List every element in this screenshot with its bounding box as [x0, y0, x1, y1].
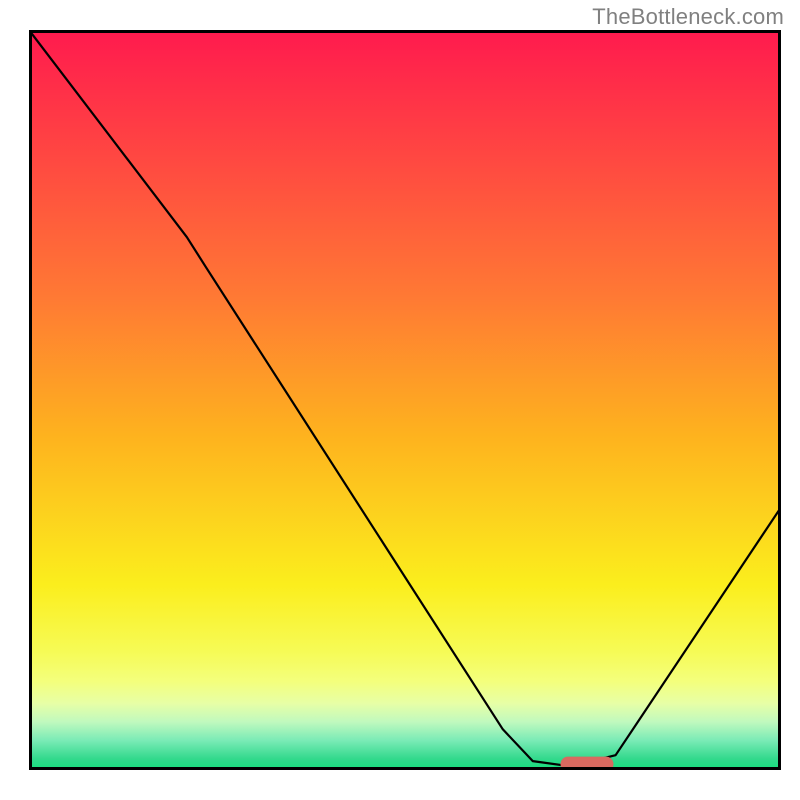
chart-root: { "watermark": { "text": "TheBottleneck.…	[0, 0, 800, 800]
watermark-text: TheBottleneck.com	[592, 4, 784, 30]
plot-border	[29, 30, 781, 770]
